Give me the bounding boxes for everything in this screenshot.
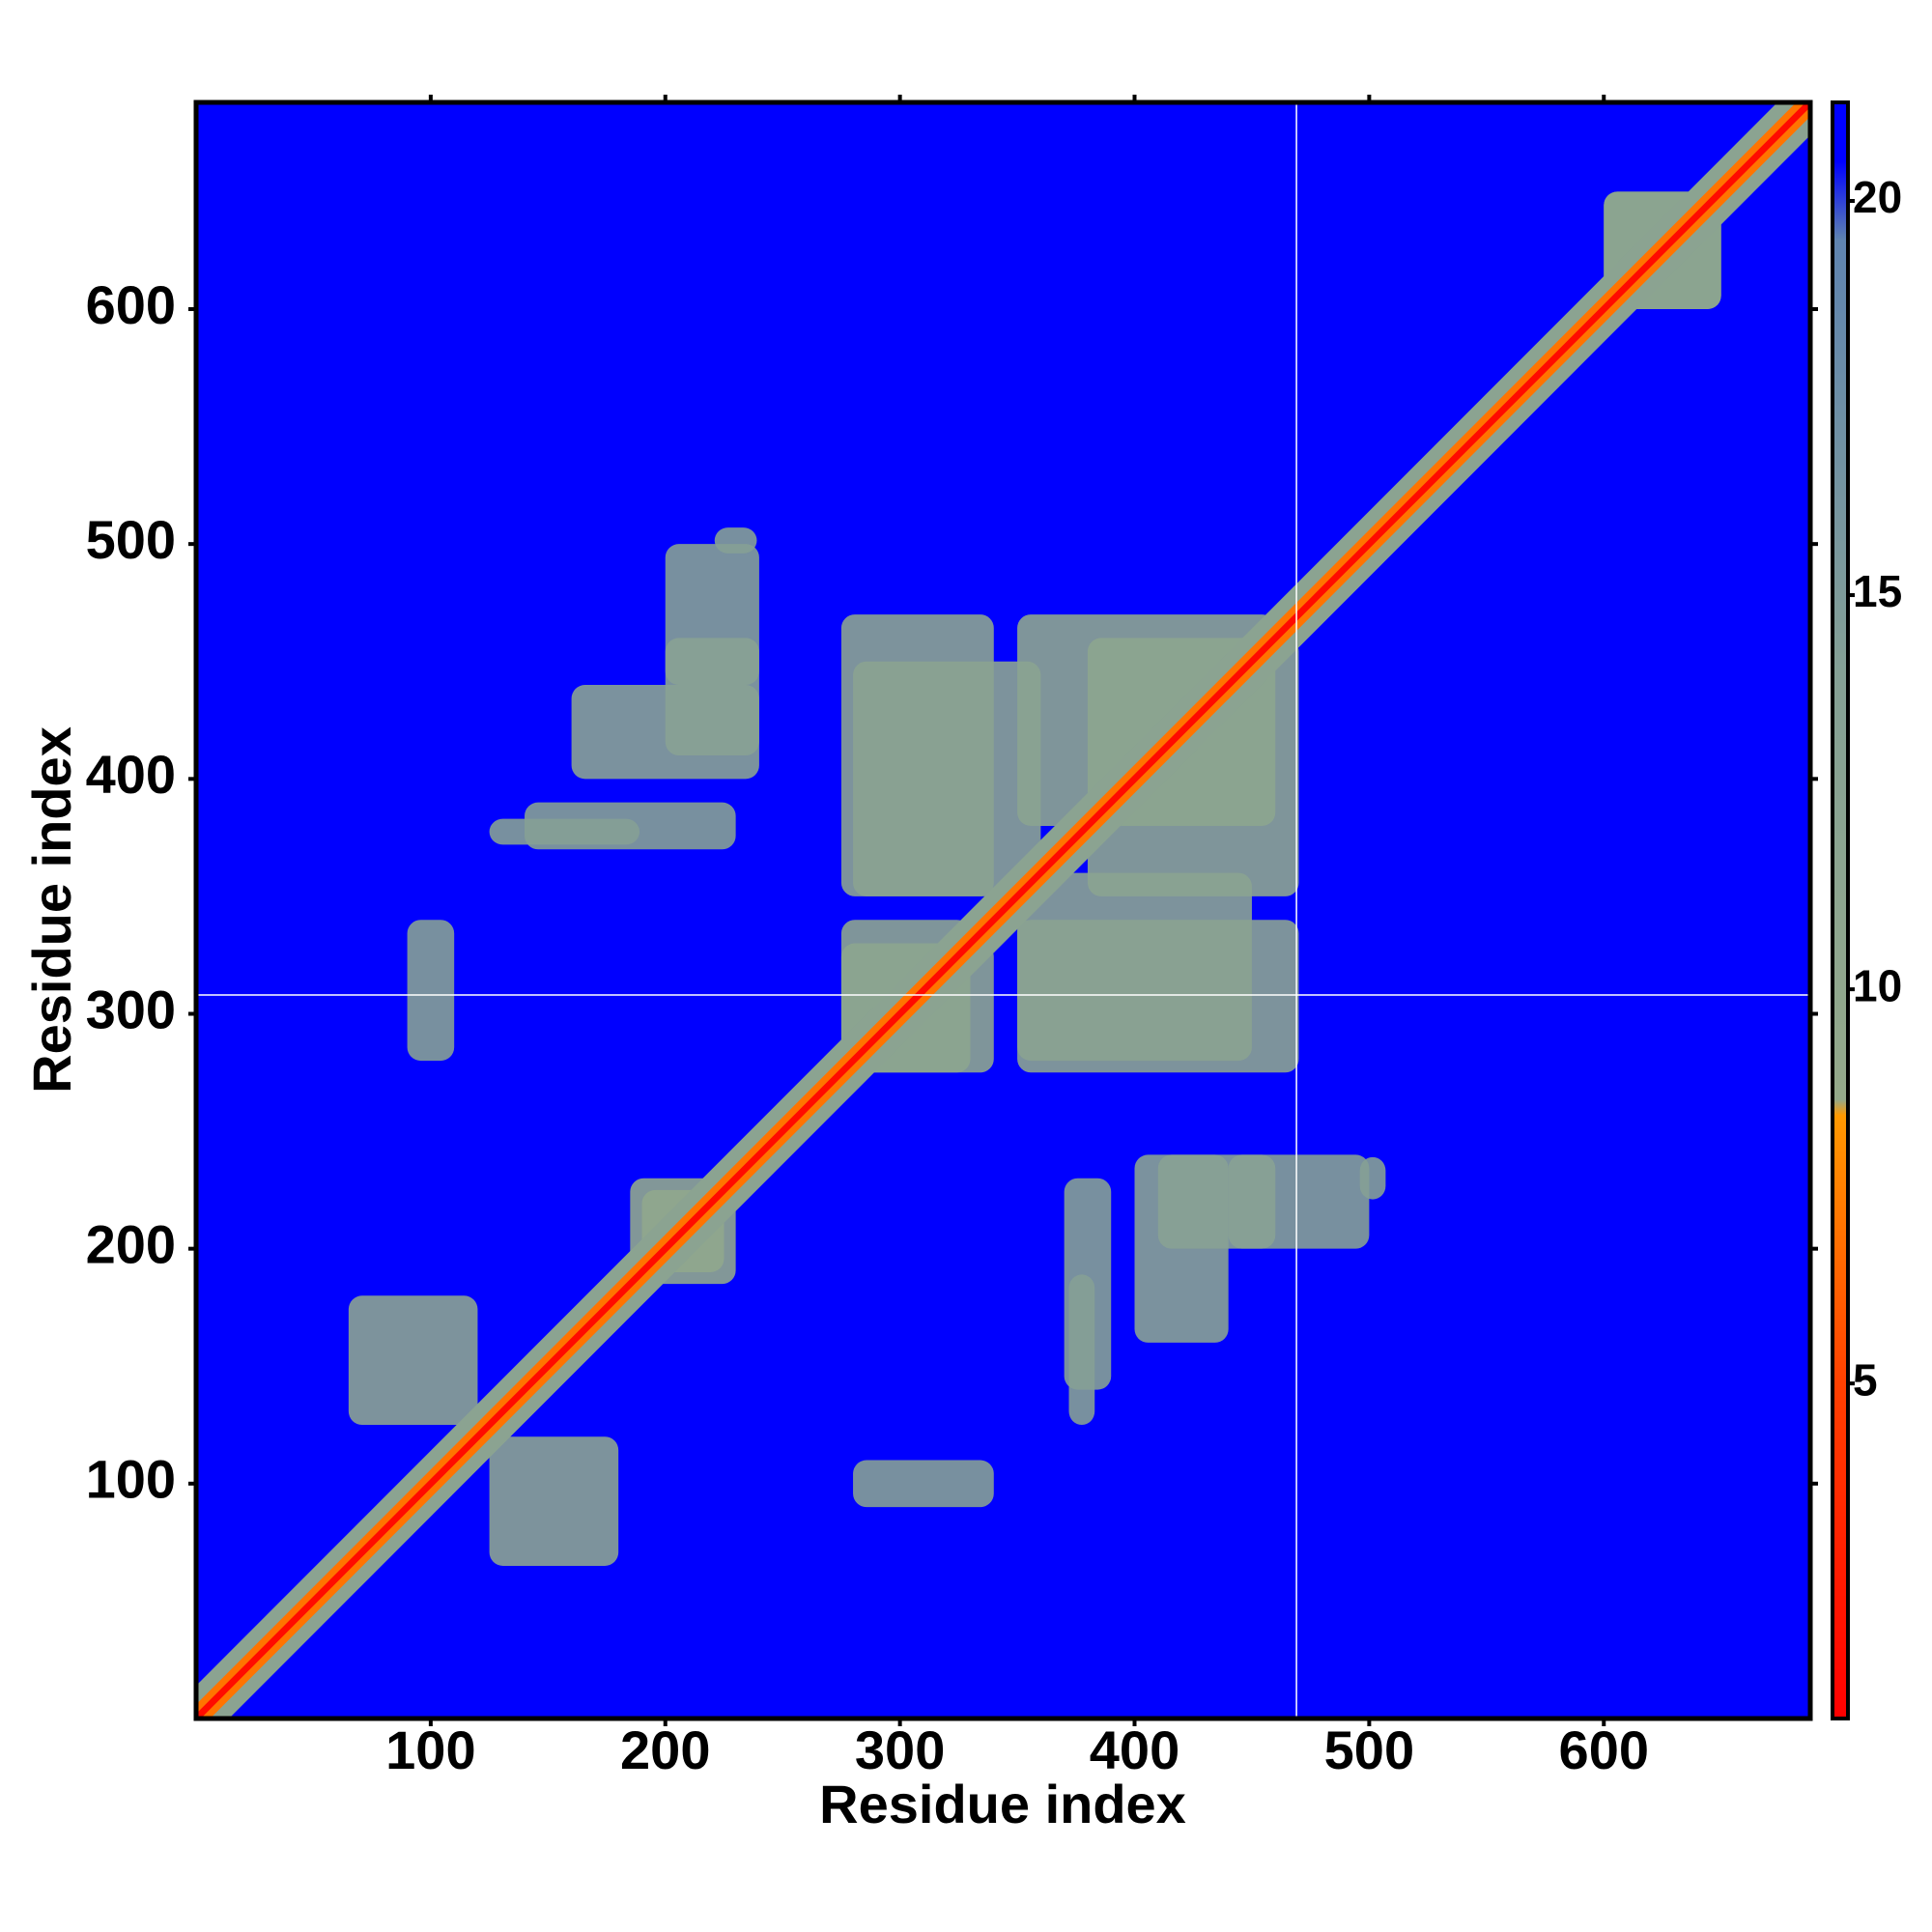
colorbar-tick-label: 15 <box>1853 566 1902 616</box>
contact-patch-mirror <box>714 527 757 554</box>
x-tick-label: 100 <box>385 1719 475 1780</box>
diagonal-band <box>196 102 1810 1719</box>
contact-patch-mirror <box>665 638 759 756</box>
contact-patch-mirror <box>489 1436 619 1566</box>
colorbar-tick-label: 10 <box>1853 960 1902 1010</box>
plot-area <box>196 102 1810 1719</box>
contact-patch <box>1359 1156 1386 1200</box>
x-axis-label: Residue index <box>819 1774 1186 1834</box>
y-tick-label: 600 <box>86 274 176 335</box>
contact-patch-mirror <box>853 661 1041 896</box>
contact-patch <box>1017 872 1252 1062</box>
plot-frame <box>193 99 1813 1721</box>
y-tick-label: 400 <box>86 744 176 805</box>
x-tick-label: 300 <box>855 1719 945 1780</box>
colorbar-tick-label: 5 <box>1853 1354 1878 1405</box>
contact-patch-mirror <box>853 1460 994 1508</box>
x-tick-label: 600 <box>1559 1719 1649 1780</box>
contact-patch-mirror <box>1087 638 1299 896</box>
y-tick-label: 500 <box>86 509 176 570</box>
contact-patch <box>1157 1154 1276 1249</box>
colorbar-tick-label: 20 <box>1853 172 1902 222</box>
y-tick-label: 100 <box>86 1449 176 1510</box>
y-tick-label: 300 <box>86 979 176 1039</box>
x-tick-label: 200 <box>620 1719 710 1780</box>
contact-patch <box>407 920 455 1062</box>
y-axis-label: Residue index <box>21 726 82 1094</box>
x-tick-label: 400 <box>1090 1719 1179 1780</box>
contact-patch <box>348 1295 478 1426</box>
colorbar <box>1831 100 1850 1720</box>
x-tick-label: 500 <box>1324 1719 1414 1780</box>
contact-patch <box>1068 1274 1095 1426</box>
contact-patch-mirror <box>489 818 640 845</box>
y-tick-label: 200 <box>86 1213 176 1274</box>
